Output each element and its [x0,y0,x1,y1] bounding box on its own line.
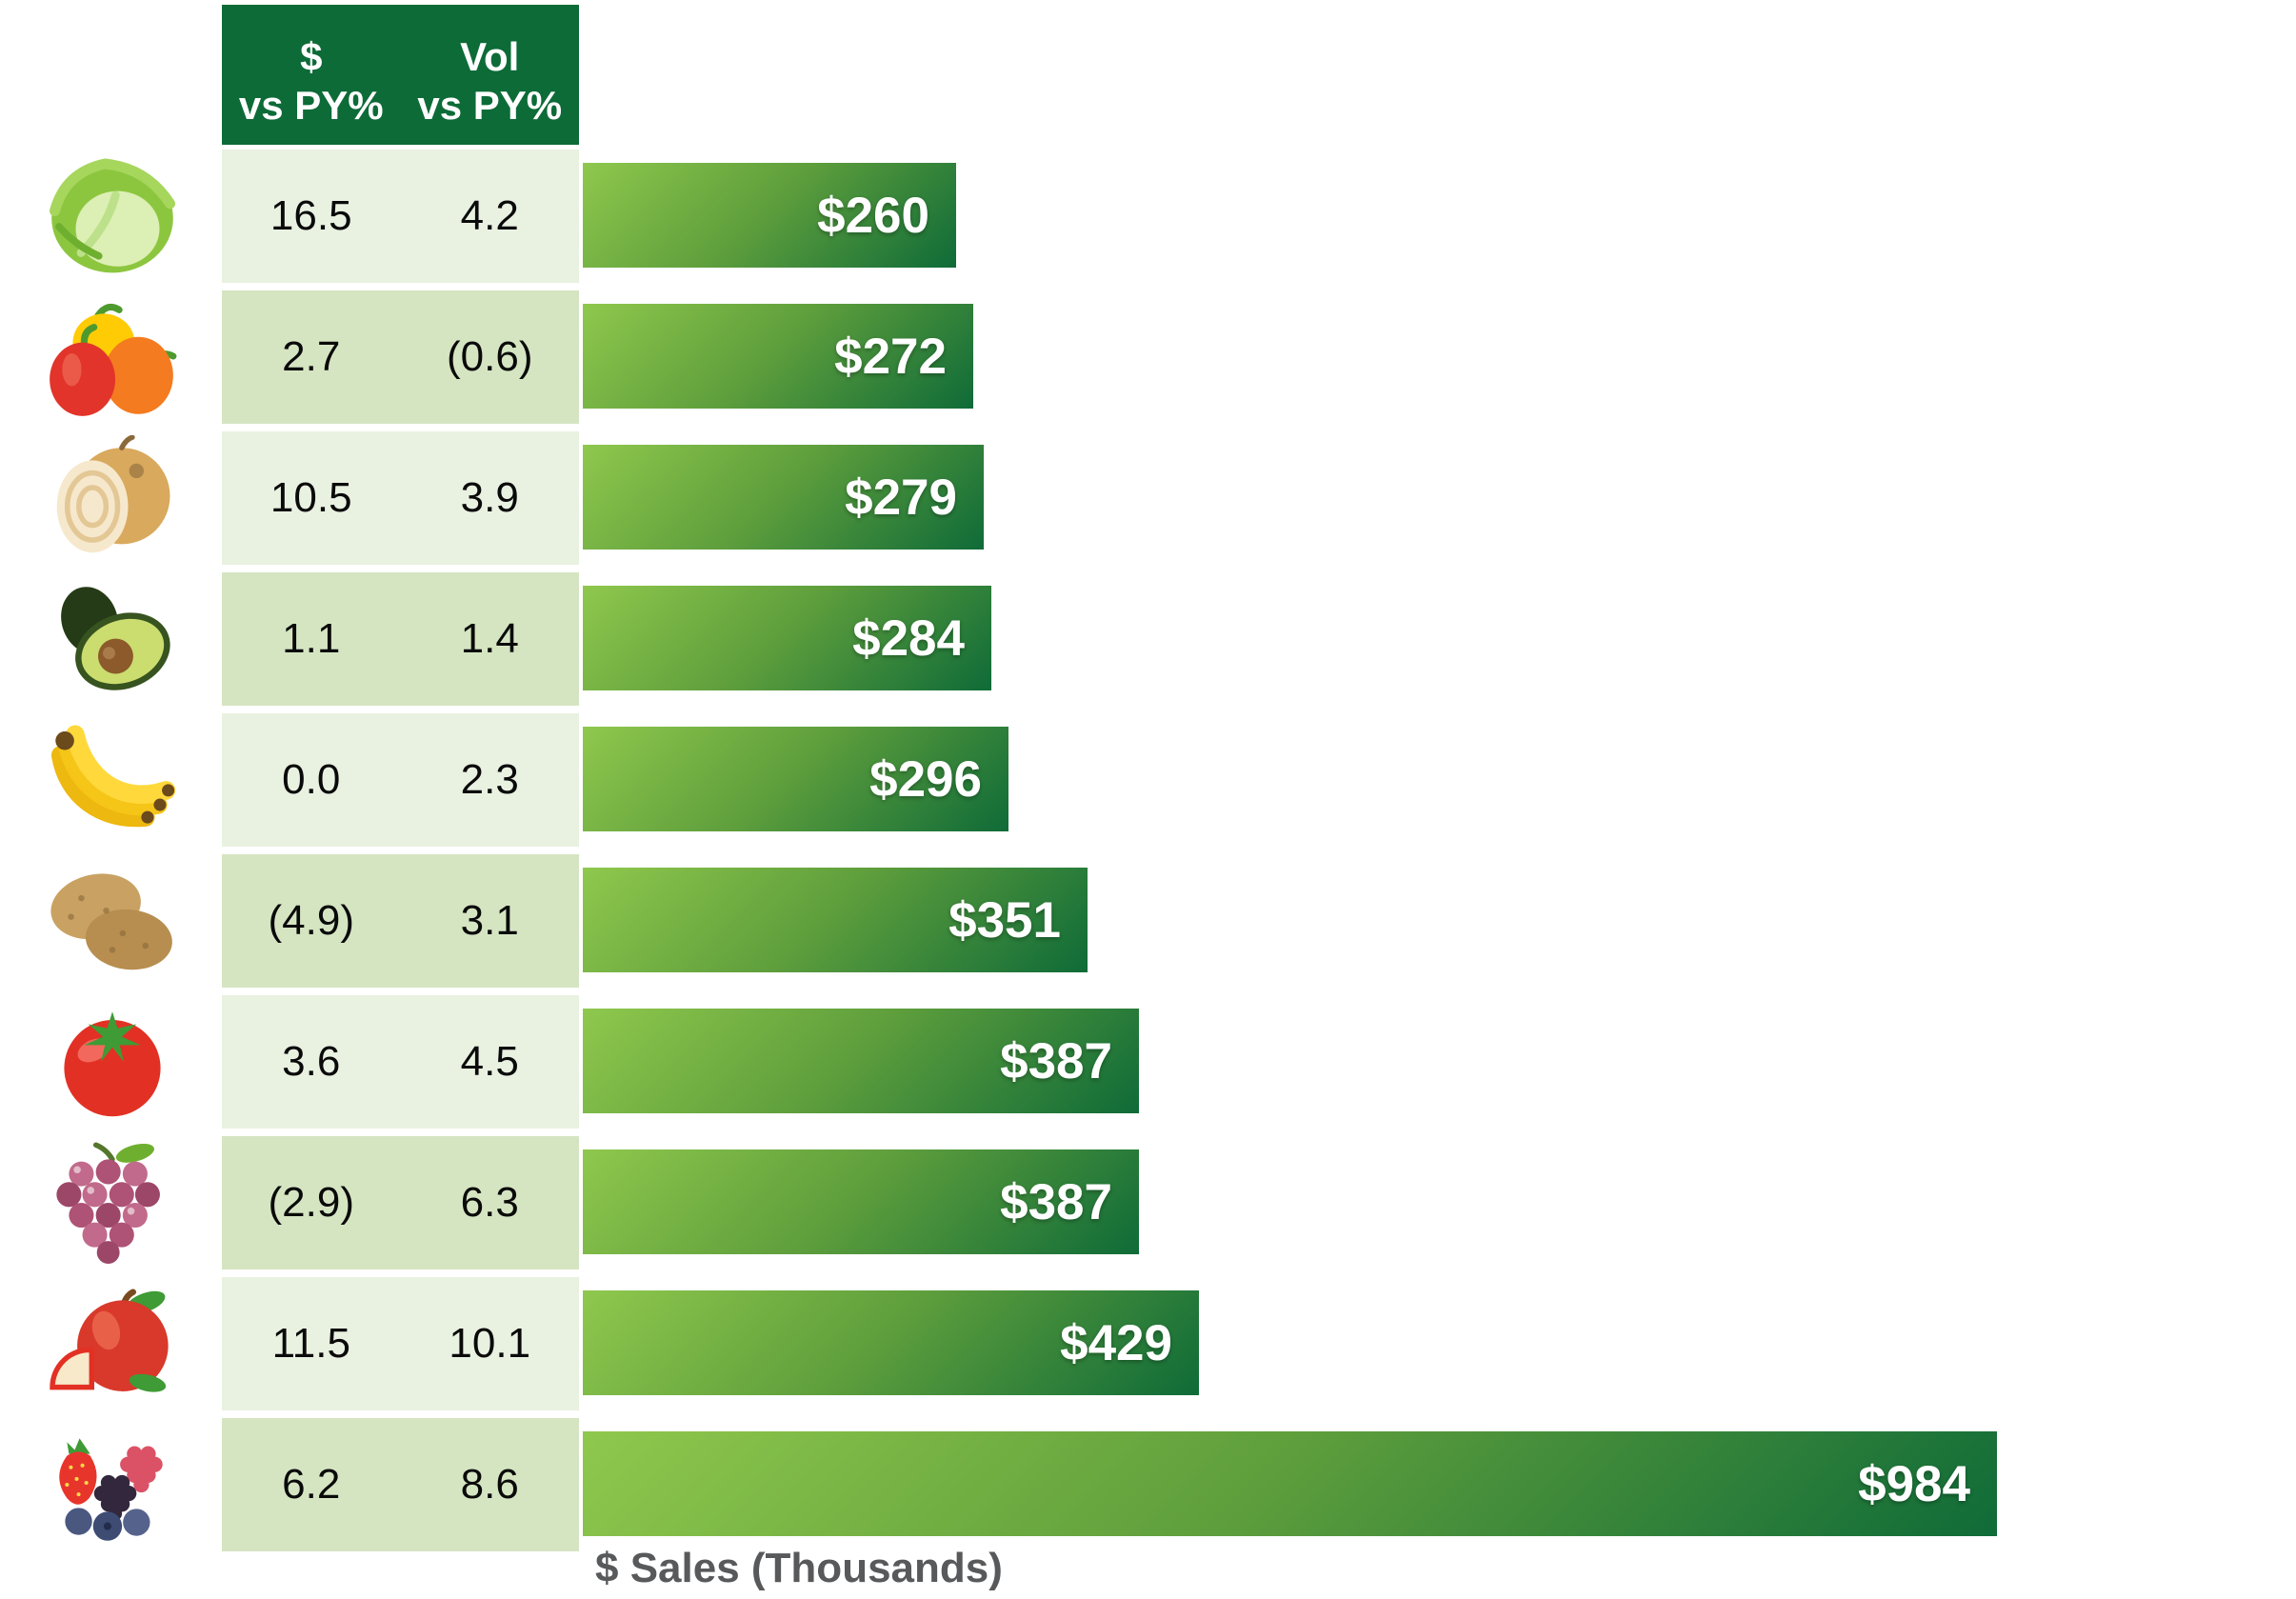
produce-image-cell [8,1271,217,1416]
sales-bar-label: $387 [1000,1032,1112,1089]
dollar-vs-py-value: 3.6 [282,1038,341,1085]
vol-vs-py-value: 3.9 [460,474,519,521]
metric-cells: (4.9) 3.1 [222,854,579,988]
metric-cells: 2.7 (0.6) [222,290,579,424]
dollar-vs-py-value: 1.1 [282,615,341,662]
row-berries: 6.2 8.6 $984 [0,1418,2296,1551]
row-onions: 10.5 3.9 $279 [0,431,2296,565]
produce-image-cell [8,1130,217,1275]
metric-cells: 1.1 1.4 [222,572,579,706]
sales-bar: $260 [583,163,956,268]
row-grapes: (2.9) 6.3 $387 [0,1136,2296,1269]
sales-bar: $387 [583,1149,1139,1254]
produce-image-cell [8,144,217,289]
vol-vs-py-value: (0.6) [447,333,533,380]
table-header: $ vs PY% Vol vs PY% [222,5,579,145]
produce-image-cell [8,426,217,570]
sales-bar-label: $351 [948,891,1061,949]
metric-cells: 11.5 10.1 [222,1277,579,1410]
row-avocados: 1.1 1.4 $284 [0,572,2296,706]
metric-cells: (2.9) 6.3 [222,1136,579,1269]
produce-image-cell [8,567,217,711]
bananas-image [50,725,176,828]
sales-bar-label: $296 [869,750,982,808]
vol-vs-py-value: 2.3 [460,756,519,803]
row-tomatoes: 3.6 4.5 $387 [0,995,2296,1129]
produce-image-cell [8,285,217,430]
vol-vs-py-value: 10.1 [449,1320,531,1367]
row-bell-peppers: 2.7 (0.6) $272 [0,290,2296,424]
lettuce-image [50,158,175,273]
potatoes-image [50,873,172,970]
berries-image [59,1438,163,1541]
sales-bar-label: $387 [1000,1173,1112,1230]
dollar-vs-py-value: 2.7 [282,333,341,380]
metric-cells: 3.6 4.5 [222,995,579,1129]
sales-bar: $429 [583,1290,1199,1395]
x-axis-label: $ Sales (Thousands) [595,1545,1003,1591]
row-bananas: 0.0 2.3 $296 [0,713,2296,847]
dollar-vs-py-value: 11.5 [271,1320,350,1367]
sales-bar: $279 [583,445,984,550]
vol-vs-py-header-line1: Vol [460,34,520,80]
sales-bar: $387 [583,1009,1139,1113]
metric-cells: 10.5 3.9 [222,431,579,565]
sales-bar-label: $272 [834,328,947,385]
sales-bar-label: $284 [852,610,965,667]
produce-image-cell [8,1412,217,1557]
metric-cells: 6.2 8.6 [222,1418,579,1551]
dollar-vs-py-header-line1: $ [300,34,323,80]
row-potatoes: (4.9) 3.1 $351 [0,854,2296,988]
sales-bar: $351 [583,868,1088,972]
vol-vs-py-header: Vol vs PY% [401,5,580,145]
produce-image-cell [8,849,217,993]
table-rows: 16.5 4.2 $260 2.7 [0,150,2296,1559]
dollar-vs-py-value: 6.2 [282,1461,341,1508]
sales-bar-label: $429 [1060,1314,1172,1371]
row-lettuce: 16.5 4.2 $260 [0,150,2296,283]
produce-image-cell [8,708,217,852]
bell-peppers-image [50,303,177,416]
sales-bar: $984 [583,1431,1997,1536]
produce-image-cell [8,989,217,1134]
apple-image [50,1289,169,1392]
dollar-vs-py-value: 0.0 [282,756,341,803]
vol-vs-py-value: 1.4 [460,615,519,662]
sales-bar: $296 [583,727,1008,831]
sales-bar: $284 [583,586,991,690]
avocado-image [61,587,170,690]
sales-bar: $272 [583,304,973,409]
dollar-vs-py-header-line2: vs PY% [238,82,384,128]
dollar-vs-py-header: $ vs PY% [222,5,401,145]
vol-vs-py-value: 4.2 [460,192,519,239]
row-apples: 11.5 10.1 $429 [0,1277,2296,1410]
vol-vs-py-header-line2: vs PY% [417,82,563,128]
tomato-image [64,1011,161,1117]
dollar-vs-py-value: 16.5 [270,192,352,239]
grapes-image [56,1142,160,1265]
vol-vs-py-value: 6.3 [460,1179,519,1226]
vol-vs-py-value: 8.6 [460,1461,519,1508]
vol-vs-py-value: 3.1 [460,897,519,944]
metric-cells: 16.5 4.2 [222,150,579,283]
metric-cells: 0.0 2.3 [222,713,579,847]
sales-bar-label: $984 [1858,1455,1970,1512]
vol-vs-py-value: 4.5 [460,1038,519,1085]
dollar-vs-py-value: (4.9) [268,897,354,944]
sales-bar-label: $260 [817,187,929,244]
onion-image [56,435,170,553]
sales-bar-label: $279 [845,469,957,526]
dollar-vs-py-value: (2.9) [268,1179,354,1226]
dollar-vs-py-value: 10.5 [270,474,352,521]
